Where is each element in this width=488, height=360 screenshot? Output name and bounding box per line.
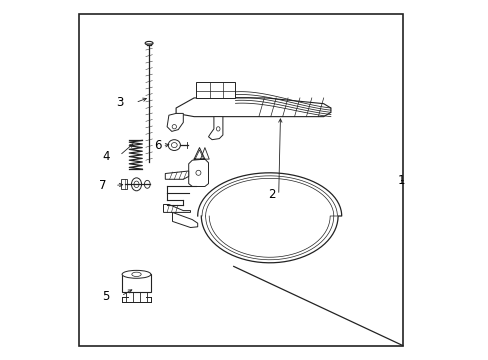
Polygon shape bbox=[188, 159, 208, 186]
Ellipse shape bbox=[145, 41, 153, 45]
Ellipse shape bbox=[196, 170, 201, 175]
Bar bbox=[196, 82, 235, 98]
Text: 6: 6 bbox=[154, 139, 162, 152]
Ellipse shape bbox=[144, 180, 150, 188]
Text: 4: 4 bbox=[102, 150, 109, 163]
Polygon shape bbox=[208, 117, 223, 140]
Text: 5: 5 bbox=[102, 291, 109, 303]
Ellipse shape bbox=[216, 127, 220, 131]
Polygon shape bbox=[176, 98, 330, 117]
Text: 3: 3 bbox=[116, 96, 124, 109]
Ellipse shape bbox=[131, 178, 141, 191]
Ellipse shape bbox=[171, 143, 177, 148]
Text: 1: 1 bbox=[397, 174, 404, 186]
Bar bbox=[122, 274, 151, 292]
Polygon shape bbox=[163, 204, 190, 212]
Polygon shape bbox=[172, 212, 197, 228]
Polygon shape bbox=[167, 113, 183, 131]
Ellipse shape bbox=[134, 181, 139, 188]
Polygon shape bbox=[165, 171, 188, 179]
Text: 2: 2 bbox=[267, 188, 275, 201]
Bar bbox=[121, 179, 126, 189]
Ellipse shape bbox=[122, 270, 151, 278]
Ellipse shape bbox=[168, 140, 180, 150]
Text: 7: 7 bbox=[99, 179, 106, 192]
Ellipse shape bbox=[132, 272, 141, 276]
Ellipse shape bbox=[172, 125, 176, 129]
